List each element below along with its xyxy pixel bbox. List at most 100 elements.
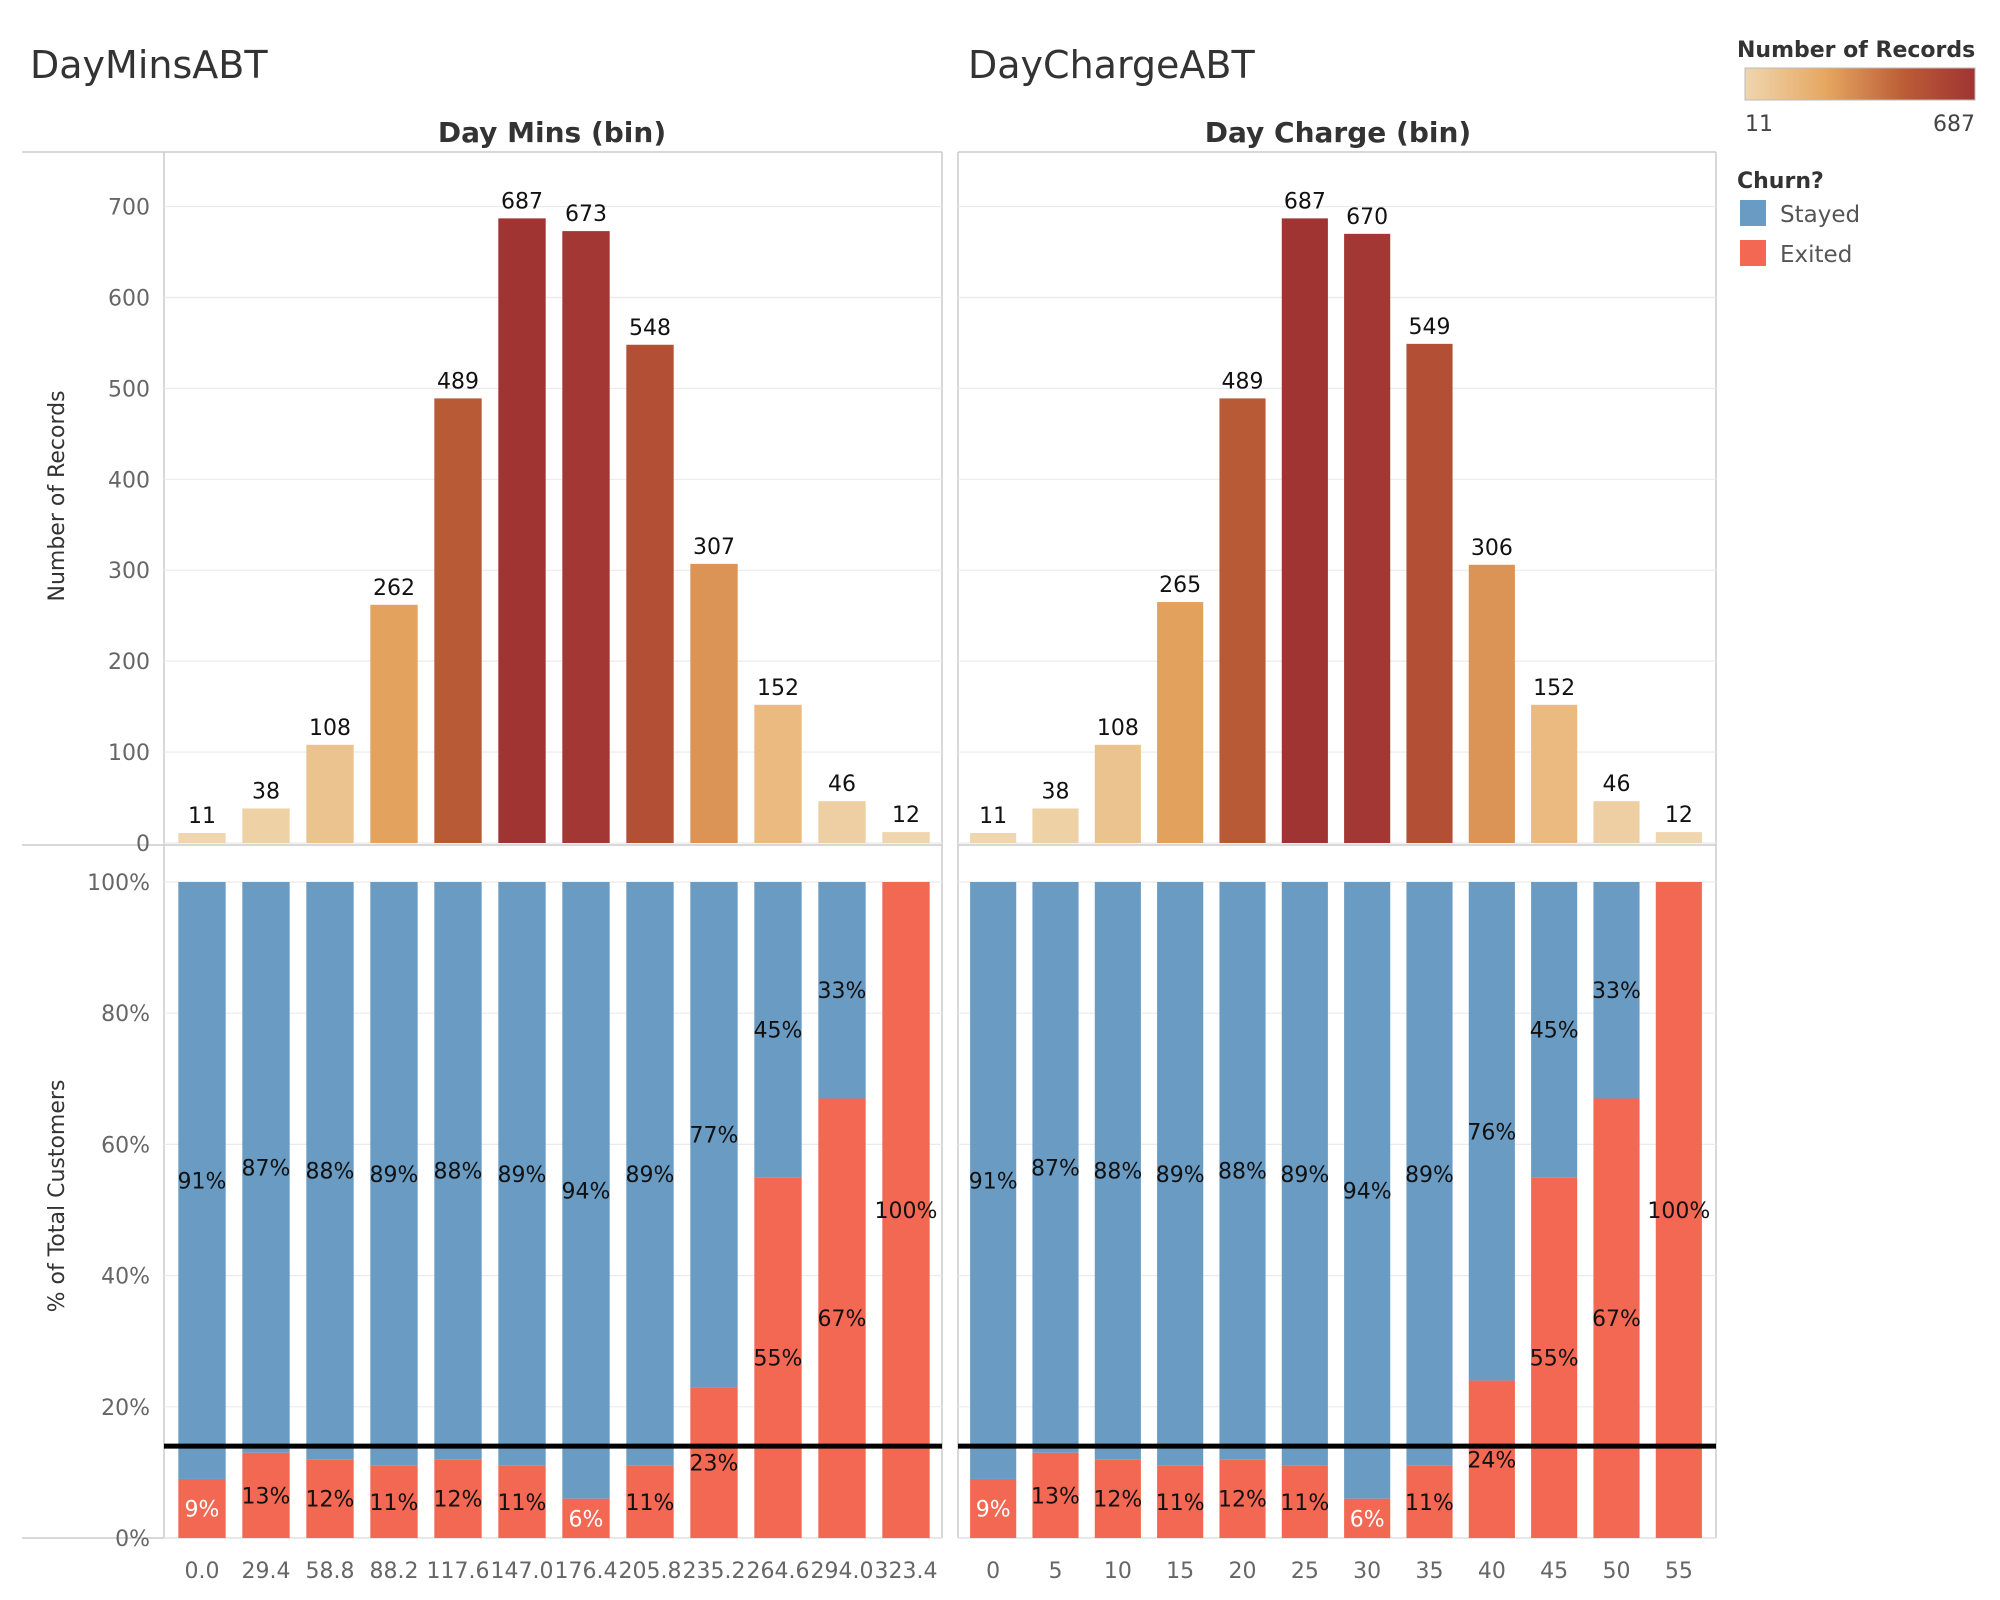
daymins-count-bar[interactable] (498, 218, 546, 843)
daycharge-count-label: 670 (1346, 205, 1388, 230)
daycharge-exited-segment[interactable] (1593, 1098, 1640, 1538)
daycharge-count-label: 687 (1284, 189, 1326, 214)
daycharge-stayed-segment[interactable] (970, 882, 1017, 1479)
daymins-count-bar[interactable] (370, 604, 418, 843)
daymins-x-tick-label: 88.2 (370, 1559, 419, 1584)
daycharge-stayed-segment[interactable] (1593, 882, 1640, 1099)
daymins-exited-segment[interactable] (754, 1177, 802, 1538)
daycharge-count-bar[interactable] (1094, 744, 1141, 843)
daymins-stayed-segment[interactable] (370, 882, 418, 1466)
daymins-exited-label: 11% (626, 1491, 675, 1516)
daymins-stayed-segment[interactable] (434, 882, 482, 1460)
daycharge-exited-label: 11% (1280, 1491, 1329, 1516)
daymins-exited-segment[interactable] (306, 1459, 354, 1538)
daycharge-count-label: 108 (1097, 716, 1139, 741)
daymins-exited-segment[interactable] (242, 1452, 290, 1538)
daycharge-count-bar[interactable] (1406, 343, 1453, 843)
legend-item-stayed[interactable]: Stayed (1740, 200, 1860, 228)
daycharge-count-bar[interactable] (1032, 808, 1079, 843)
daycharge-count-bar[interactable] (1219, 398, 1266, 843)
daycharge-stayed-label: 91% (969, 1169, 1018, 1194)
daymins-count-bar[interactable] (242, 808, 290, 843)
daycharge-exited-segment[interactable] (1281, 1465, 1328, 1538)
daycharge-count-label: 549 (1409, 315, 1451, 340)
daycharge-count-bar[interactable] (1344, 233, 1391, 843)
daymins-stayed-label: 77% (690, 1124, 739, 1149)
daymins-exited-label: 13% (242, 1484, 291, 1509)
daymins-stayed-label: 45% (754, 1019, 803, 1044)
daymins-count-bar[interactable] (306, 744, 354, 843)
daymins-exited-segment[interactable] (370, 1465, 418, 1538)
daycharge-stayed-label: 45% (1530, 1019, 1579, 1044)
daymins-count-label: 489 (437, 369, 479, 394)
daycharge-exited-segment[interactable] (1344, 1498, 1391, 1538)
daycharge-count-bar[interactable] (1593, 801, 1640, 843)
daymins-stayed-segment[interactable] (690, 882, 738, 1388)
daycharge-exited-segment[interactable] (1468, 1380, 1515, 1538)
daymins-stayed-segment[interactable] (562, 882, 610, 1499)
daymins-stayed-segment[interactable] (306, 882, 354, 1460)
daymins-exited-segment[interactable] (562, 1498, 610, 1538)
daymins-stayed-segment[interactable] (498, 882, 546, 1466)
daymins-exited-segment[interactable] (882, 882, 930, 1538)
daycharge-exited-segment[interactable] (970, 1478, 1017, 1538)
daycharge-stayed-segment[interactable] (1531, 882, 1578, 1178)
count-legend-title: Number of Records (1737, 38, 1975, 63)
daymins-stayed-segment[interactable] (818, 882, 866, 1099)
count-tick-label: 500 (108, 377, 150, 402)
daycharge-exited-segment[interactable] (1406, 1465, 1453, 1538)
daycharge-stayed-label: 94% (1343, 1179, 1392, 1204)
daymins-exited-segment[interactable] (498, 1465, 546, 1538)
gridlines (164, 205, 1716, 1539)
daymins-count-bar[interactable] (434, 398, 482, 843)
daymins-count-bar[interactable] (818, 801, 866, 843)
daycharge-stayed-segment[interactable] (1281, 882, 1328, 1466)
daycharge-stayed-segment[interactable] (1094, 882, 1141, 1460)
daycharge-count-bar[interactable] (1157, 602, 1204, 843)
daycharge-count-bar[interactable] (1281, 218, 1328, 843)
daycharge-stayed-segment[interactable] (1406, 882, 1453, 1466)
daymins-stayed-segment[interactable] (242, 882, 290, 1453)
daycharge-stayed-segment[interactable] (1157, 882, 1204, 1466)
daymins-exited-segment[interactable] (178, 1478, 226, 1538)
daycharge-exited-label: 6% (1350, 1507, 1385, 1532)
daymins-count-bar[interactable] (754, 704, 802, 843)
count-tick-label: 400 (108, 468, 150, 493)
daymins-stayed-segment[interactable] (178, 882, 226, 1479)
daymins-x-tick-label: 205.8 (619, 1559, 682, 1584)
daymins-count-bar[interactable] (882, 832, 930, 843)
daymins-stayed-label: 87% (242, 1156, 291, 1181)
daymins-stayed-segment[interactable] (754, 882, 802, 1178)
daymins-stayed-segment[interactable] (626, 882, 674, 1466)
daycharge-churn-stacked-bars: 91% 9% 87% 13% 88% 12% 89% 11% 88% 12% 89% 11% 94% 6%… (969, 882, 1710, 1538)
daymins-count-bar[interactable] (562, 231, 610, 843)
legend-item-exited[interactable]: Exited (1740, 240, 1852, 268)
daycharge-stayed-segment[interactable] (1344, 882, 1391, 1499)
daycharge-count-bar[interactable] (1655, 832, 1702, 843)
daycharge-count-bar[interactable] (1468, 564, 1515, 843)
daycharge-exited-label: 12% (1218, 1488, 1267, 1513)
daycharge-stayed-segment[interactable] (1219, 882, 1266, 1460)
daycharge-count-bar[interactable] (970, 832, 1017, 843)
daycharge-exited-segment[interactable] (1157, 1465, 1204, 1538)
daymins-count-bar[interactable] (626, 344, 674, 843)
daycharge-stayed-segment[interactable] (1468, 882, 1515, 1381)
daycharge-stayed-segment[interactable] (1032, 882, 1079, 1453)
daycharge-exited-segment[interactable] (1219, 1459, 1266, 1538)
daymins-count-bar[interactable] (690, 563, 738, 843)
sheet-title-daymins: DayMinsABT (30, 43, 268, 87)
daymins-exited-segment[interactable] (434, 1459, 482, 1538)
daycharge-exited-segment[interactable] (1655, 882, 1702, 1538)
daycharge-exited-segment[interactable] (1094, 1459, 1141, 1538)
daycharge-count-bar[interactable] (1531, 704, 1578, 843)
daymins-count-bar[interactable] (178, 832, 226, 843)
daycharge-stayed-label: 89% (1280, 1163, 1329, 1188)
daymins-exited-segment[interactable] (690, 1387, 738, 1538)
daycharge-exited-segment[interactable] (1032, 1452, 1079, 1538)
daymins-stayed-label: 88% (434, 1160, 483, 1185)
daycharge-stayed-label: 87% (1031, 1156, 1080, 1181)
count-tick-label: 300 (108, 559, 150, 584)
daymins-exited-segment[interactable] (818, 1098, 866, 1538)
daycharge-exited-segment[interactable] (1531, 1177, 1578, 1538)
daymins-exited-segment[interactable] (626, 1465, 674, 1538)
